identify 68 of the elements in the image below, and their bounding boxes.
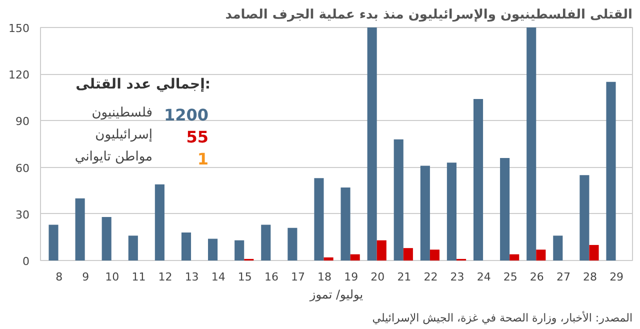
annotation: 1	[197, 150, 209, 168]
bar	[403, 248, 413, 260]
annotation: 1200	[164, 106, 208, 124]
annotation: فلسطينيون	[92, 106, 152, 120]
x-tick-label: 27	[556, 270, 570, 284]
annotation: إجمالي عدد القتلى:	[76, 76, 211, 92]
x-tick-label: 26	[530, 270, 544, 284]
bar	[128, 236, 138, 260]
bar	[234, 240, 244, 260]
bar	[510, 254, 520, 260]
bar	[314, 178, 324, 260]
x-tick-label: 14	[211, 270, 226, 284]
bar	[553, 236, 563, 260]
y-tick-label: 60	[16, 162, 30, 175]
bar	[394, 139, 404, 260]
bar	[526, 28, 536, 260]
x-tick-label: 22	[424, 270, 438, 284]
bar	[154, 184, 164, 260]
y-tick-label: 150	[8, 22, 30, 35]
x-tick-label: 9	[82, 270, 90, 284]
bar	[367, 28, 377, 260]
bar	[75, 198, 85, 260]
x-tick-label: 29	[610, 270, 624, 284]
bar	[48, 224, 58, 260]
bar	[208, 238, 218, 260]
annotation: مواطن تايواني	[74, 150, 153, 164]
bar	[580, 175, 590, 260]
y-tick-label: 30	[16, 208, 30, 222]
x-tick-label: 11	[132, 270, 146, 284]
x-tick-label: 28	[583, 270, 598, 284]
x-tick-label: 18	[318, 270, 332, 284]
x-tick-label: 8	[56, 270, 63, 284]
bar	[500, 158, 510, 260]
annotation: إسرائيليون	[95, 128, 153, 142]
bar	[420, 166, 430, 260]
x-tick-label: 16	[264, 270, 278, 284]
x-tick-label: 15	[238, 270, 252, 284]
x-tick-label: 23	[450, 270, 464, 284]
x-tick-label: 25	[503, 270, 518, 284]
x-tick-label: 17	[291, 270, 306, 284]
x-tick-label: 19	[344, 270, 358, 284]
bar	[473, 98, 484, 260]
bar	[430, 250, 440, 260]
x-tick-label: 21	[397, 270, 412, 284]
bar	[536, 250, 546, 260]
annotation: 55	[186, 128, 208, 146]
bar	[340, 187, 350, 260]
x-axis-title: يوليو/ تموز	[308, 288, 364, 302]
bar	[324, 257, 334, 260]
bar	[350, 254, 360, 260]
chart-title: القتلى الفلسطينيون والإسرائيليون منذ بدء عملية الجرف الصامد	[225, 8, 632, 22]
bar	[288, 228, 298, 260]
bar	[261, 224, 271, 260]
x-tick-label: 13	[184, 270, 199, 284]
x-tick-label: 10	[105, 270, 120, 284]
y-tick-label: 90	[16, 115, 30, 128]
bar	[446, 162, 456, 260]
text: المصدر: الأخبار، وزارة الصحة في غزة، الجيش الإسرائيلي	[372, 310, 633, 324]
bar	[181, 232, 192, 260]
y-tick-label: 0	[22, 255, 30, 268]
x-tick-label: 12	[158, 270, 172, 284]
x-tick-label: 24	[476, 270, 491, 284]
bar	[376, 240, 386, 260]
bar	[606, 82, 616, 260]
bar	[102, 217, 112, 260]
bar	[589, 244, 599, 260]
y-tick-label: 120	[8, 68, 30, 82]
x-tick-label: 20	[370, 270, 385, 284]
